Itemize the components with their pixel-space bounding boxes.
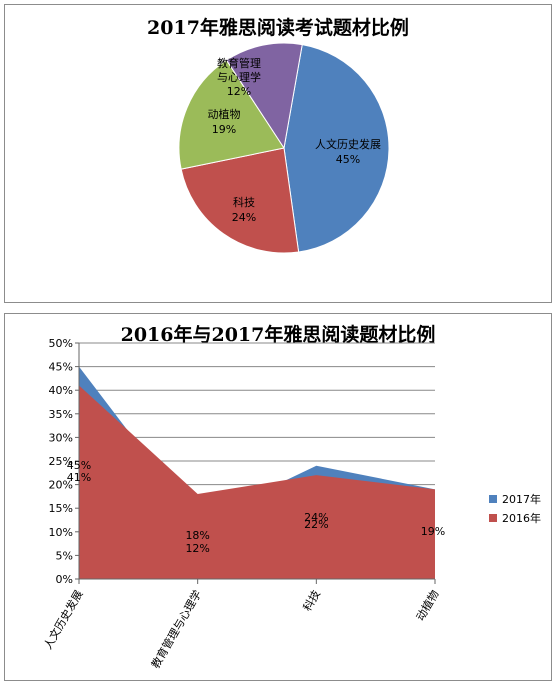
y-tick-label: 25% [49,455,73,468]
pie-chart-panel: 2017年雅思阅读考试题材比例 人文历史发展 45% 科技 24% 动植物 19% 教育管理… [4,4,552,303]
pie-slice-percent-3: 12% [227,85,251,98]
pie-slice-label-3-line2: 与心理学 [217,70,261,84]
area-chart-title: 2016年与2017年雅思阅读题材比例 [120,324,436,346]
pie-slice-percent-0: 45% [336,153,360,166]
data-label-2-0: 24% [304,511,328,524]
y-tick-label: 50% [49,337,73,350]
y-tick-label: 20% [49,479,73,492]
x-tick-label: 人文历史发展 [40,588,85,652]
y-tick-label: 30% [49,431,73,444]
y-tick-label: 5% [56,549,73,562]
pie-slice-percent-1: 24% [232,211,256,224]
pie-slice-label-2: 动植物 [208,107,241,121]
data-label-3-0: 19% [421,525,445,538]
y-tick-label: 10% [49,526,73,539]
data-label-0-0: 45% [67,459,91,472]
pie-slice-2 [178,59,285,170]
y-tick-label: 0% [56,573,73,586]
pie-slice-label-1: 科技 [233,195,255,209]
pie-slice-3 [225,42,303,150]
data-label-1-1: 12% [185,542,209,555]
area-series-1 [79,385,435,579]
pie-slice-label-3: 教育管理 [217,56,261,70]
legend-label-1: 2016年 [502,511,541,525]
x-tick-label: 动植物 [413,588,442,624]
pie-slice-1 [180,147,300,254]
area-chart: 0% 5% 10% 15% 20% 25% 30% 35% 40% 45% 50% 人文历史发展 教育管… [40,337,541,671]
x-tick-label: 科技 [300,588,323,614]
y-tick-label: 40% [49,384,73,397]
area-chart-panel: 2016年与2017年雅思阅读题材比例 0% 5% 10% 15% 20% 25% 30% 3… [4,313,552,681]
pie-slice-percent-2: 19% [212,123,236,136]
legend-swatch-1 [489,514,497,522]
data-label-2-1: 22% [304,518,328,531]
pie-chart-title: 2017年雅思阅读考试题材比例 [147,17,409,39]
data-label-0-1: 41% [67,471,91,484]
y-tick-label: 35% [49,408,73,421]
legend-label-0: 2017年 [502,492,541,506]
legend-swatch-0 [489,495,497,503]
x-tick-label: 教育管理与心理学 [148,588,204,671]
pie-slice-0 [283,44,390,253]
y-tick-label: 15% [49,502,73,515]
data-label-1-0: 18% [185,529,209,542]
pie-slice-label-0: 人文历史发展 [315,137,381,151]
y-tick-label: 45% [49,361,73,374]
